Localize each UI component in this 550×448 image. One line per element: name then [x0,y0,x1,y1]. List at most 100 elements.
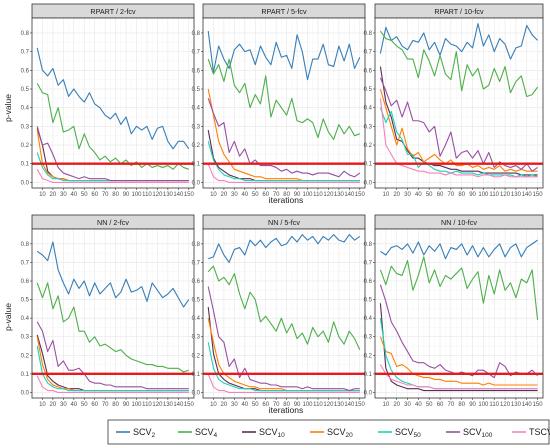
x-tick-label: 40 [70,192,77,198]
legend-label-base: SCV [327,427,346,437]
series-line-tscv [36,169,189,183]
panel-border [374,228,544,399]
series-line-scv2 [36,47,190,150]
y-tick-label: 0.7 [21,260,30,266]
legend-label: SCV100 [463,427,493,439]
y-tick-label: 0.8 [192,242,201,248]
y-tick-label: 0.8 [192,31,201,37]
legend-item-scv4: SCV4 [178,427,218,439]
x-tick-label: 50 [252,402,259,408]
series-line-scv100 [36,126,189,182]
y-axis-title-bottom: p-value [3,303,13,331]
x-tick-label: 90 [469,192,476,198]
x-tick-label: 140 [173,402,184,408]
series-line-scv50 [207,141,360,182]
x-tick-label: 10 [382,192,389,198]
series-line-scv4 [379,256,539,321]
x-tick-label: 30 [231,192,238,198]
y-tick-label: 0.3 [21,124,30,130]
x-tick-label: 140 [344,192,355,198]
y-tick-label: 0.5 [364,298,373,304]
x-tick-label: 130 [511,402,522,408]
series-line-scv50 [36,345,189,392]
y-tick-label: 0.3 [21,335,30,341]
y-tick-label: 0.1 [364,372,373,378]
y-tick-label: 0.6 [192,279,201,285]
x-tick-label: 120 [152,402,163,408]
y-tick-label: 0.0 [364,180,373,186]
legend-item-scv50: SCV50 [378,427,421,439]
y-tick-label: 0.2 [192,353,201,359]
x-tick-label: 120 [323,192,334,198]
series-line-tscv [207,163,360,183]
x-tick-label: 80 [112,402,119,408]
y-axis-title-top: p-value [3,94,13,122]
legend-item-scv20: SCV20 [310,427,353,439]
panel-title: NN / 5-fcv [268,218,300,227]
y-tick-label: 0.4 [364,106,373,112]
x-tick-label: 120 [500,402,511,408]
panel-border [31,17,195,189]
y-tick-label: 0.3 [192,124,201,130]
x-tick-label: 90 [123,402,130,408]
series-line-scv2 [36,241,190,308]
series-line-scv10 [379,66,538,176]
x-tick-label: 10 [39,402,46,408]
y-tick-label: 0.6 [364,68,373,74]
x-tick-label: 90 [294,192,301,198]
x-tick-label: 50 [426,192,433,198]
y-tick-label: 0.2 [21,353,30,359]
x-axis-title-bottom: iterations [269,405,304,415]
x-tick-label: 60 [437,192,444,198]
x-tick-label: 20 [221,192,228,198]
legend-label-subscript: 20 [346,432,354,439]
x-tick-label: 30 [404,402,411,408]
x-tick-label: 60 [262,402,269,408]
y-tick-label: 0.4 [192,316,201,322]
x-tick-label: 20 [50,402,57,408]
panel-title: NN / 2-fcv [97,218,129,227]
legend-label: SCV4 [195,427,218,439]
x-tick-label: 20 [393,402,400,408]
x-tick-label: 90 [123,192,130,198]
y-tick-label: 0.0 [21,180,30,186]
y-tick-label: 0.4 [21,316,30,322]
y-tick-label: 0.5 [21,298,30,304]
y-tick-label: 0.1 [364,162,373,168]
series-line-scv10 [379,303,538,392]
series-line-tscv [207,373,360,393]
y-tick-label: 0.2 [192,143,201,149]
x-tick-label: 30 [231,402,238,408]
legend-label: SCV50 [395,427,421,439]
x-tick-label: 150 [533,402,544,408]
y-tick-label: 0.4 [21,106,30,112]
x-tick-label: 10 [210,402,217,408]
x-tick-label: 140 [522,192,533,198]
legend-item-tscv: TSCV [512,427,550,437]
y-tick-label: 0.1 [192,162,201,168]
x-tick-label: 140 [173,192,184,198]
y-tick-label: 0.6 [364,279,373,285]
x-tick-label: 150 [184,402,195,408]
series-line-scv50 [379,107,538,178]
x-tick-label: 130 [334,192,345,198]
x-tick-label: 80 [112,192,119,198]
panel-border [31,228,195,399]
panel-border [202,17,366,189]
y-tick-label: 0.3 [364,335,373,341]
x-tick-label: 50 [252,192,259,198]
x-axis-title-top: iterations [269,195,304,205]
y-tick-label: 0.6 [21,279,30,285]
y-tick-label: 0.5 [192,298,201,304]
panel-border [374,17,544,189]
x-tick-label: 80 [458,192,465,198]
y-tick-label: 0.3 [364,124,373,130]
series-line-tscv [379,364,538,390]
y-tick-label: 0.5 [192,87,201,93]
legend-label-subscript: 10 [278,432,286,439]
x-tick-label: 70 [448,402,455,408]
x-tick-label: 120 [152,192,163,198]
x-tick-label: 150 [533,192,544,198]
y-tick-label: 0.0 [364,390,373,396]
